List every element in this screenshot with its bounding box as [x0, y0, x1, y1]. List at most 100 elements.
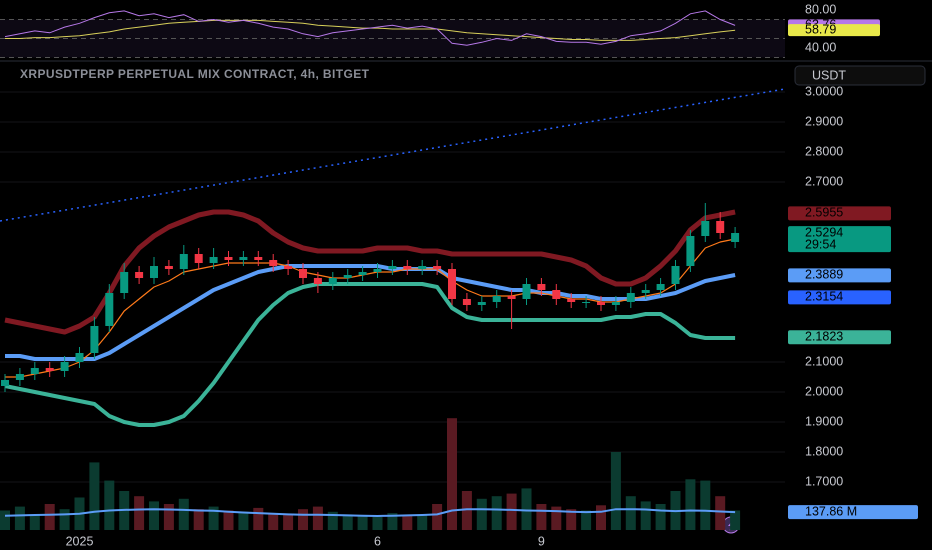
- volume-bar: [476, 498, 487, 530]
- volume-bar: [640, 501, 651, 530]
- chart-title: XRPUSDTPERP PERPETUAL MIX CONTRACT, 4h, …: [20, 67, 370, 81]
- volume-bar: [506, 493, 517, 530]
- currency-button[interactable]: [794, 65, 926, 86]
- volume-bar: [521, 488, 532, 530]
- candle-body: [224, 257, 233, 260]
- volume-bar: [491, 496, 502, 530]
- volume-bar: [566, 509, 577, 530]
- volume-bar: [402, 515, 413, 530]
- volume-bar: [223, 510, 234, 530]
- indicator-line: [5, 264, 736, 361]
- candle-body: [254, 257, 263, 260]
- candle-body: [313, 278, 322, 284]
- candle-body: [537, 284, 546, 290]
- countdown: 29:54: [805, 237, 836, 251]
- candle-body: [388, 266, 397, 269]
- candle-body: [731, 233, 740, 242]
- candle-body: [60, 362, 69, 371]
- volume-bar: [387, 513, 398, 530]
- price-label-box: [788, 330, 891, 345]
- candle-body: [522, 284, 531, 299]
- candle-body: [373, 269, 382, 272]
- volume-bar: [283, 514, 294, 530]
- volume-bar: [700, 480, 711, 530]
- price-label-box: [788, 206, 891, 221]
- candle-body: [239, 257, 248, 260]
- candle-body: [626, 293, 635, 302]
- candle-body: [30, 368, 39, 374]
- y-tick-label: 2.7000: [805, 174, 843, 188]
- x-tick-label: 2025: [66, 534, 94, 548]
- volume-bar: [447, 418, 457, 530]
- volume-bar: [238, 511, 249, 530]
- candle-body: [433, 266, 442, 269]
- candle-body: [269, 260, 278, 266]
- candle-body: [641, 290, 650, 293]
- candle-body: [135, 272, 144, 278]
- candle-body: [477, 302, 486, 305]
- candle-body: [418, 266, 427, 269]
- candle-body: [1, 380, 9, 386]
- candle-body: [120, 272, 129, 293]
- price-label: 2.3889: [805, 268, 843, 282]
- volume-bar: [268, 513, 279, 530]
- currency-button-text[interactable]: USDT: [812, 68, 846, 82]
- candle-body: [164, 266, 173, 269]
- candle-body: [403, 266, 412, 269]
- volume-bar: [327, 511, 338, 530]
- y-tick-label: 1.8000: [805, 444, 843, 458]
- candle-body: [90, 326, 99, 353]
- y-tick-label: 3.0000: [805, 84, 843, 98]
- volume-bar: [625, 496, 636, 530]
- y-tick-label: 2.8000: [805, 144, 843, 158]
- candle-body: [343, 275, 352, 278]
- price-label-box: [788, 290, 891, 305]
- candle-body: [328, 278, 337, 284]
- volume-bar: [14, 506, 25, 530]
- indicator-line: [4, 282, 736, 427]
- candle-body: [701, 221, 710, 236]
- price-label: 2.3154: [805, 290, 843, 304]
- volume-bar: [581, 510, 592, 530]
- volume-ma-line: [4, 508, 736, 518]
- volume-bar: [134, 496, 145, 530]
- candle-body: [611, 302, 620, 305]
- candle-body: [716, 221, 725, 233]
- candle-body: [597, 302, 605, 305]
- volume-bar: [432, 504, 443, 530]
- candle-body: [75, 353, 84, 362]
- candle-body: [686, 236, 695, 266]
- volume-bar: [0, 510, 10, 530]
- candle-body: [656, 284, 665, 290]
- y-tick-label: 1.7000: [805, 474, 843, 488]
- volume-bar: [312, 506, 323, 530]
- volume-bar: [29, 514, 40, 530]
- candle-body: [194, 254, 203, 263]
- indicator-line: [4, 209, 736, 335]
- candle-body: [15, 374, 24, 380]
- y-tick-label: 2.0000: [805, 384, 843, 398]
- candle-body: [45, 368, 54, 371]
- candle-body: [105, 293, 114, 326]
- price-label-box: [788, 268, 891, 283]
- volume-label: 137.86 M: [805, 504, 857, 518]
- candle-body: [671, 266, 680, 284]
- candle-body: [284, 266, 293, 269]
- volume-bar: [417, 514, 428, 530]
- rsi-tick-label: 40.00: [805, 40, 836, 54]
- candle-body: [552, 290, 561, 299]
- volume-bar: [163, 504, 174, 530]
- candle-body: [179, 254, 188, 269]
- rsi-line: [4, 10, 736, 46]
- volume-bar: [253, 507, 264, 530]
- volume-bar: [298, 509, 308, 530]
- volume-label-box: [788, 505, 918, 520]
- volume-bar: [44, 504, 55, 530]
- volume-bar: [89, 462, 100, 530]
- volume-bar: [59, 509, 70, 530]
- x-tick-label: 9: [538, 534, 545, 548]
- volume-bar: [730, 510, 741, 530]
- volume-bar: [551, 506, 562, 530]
